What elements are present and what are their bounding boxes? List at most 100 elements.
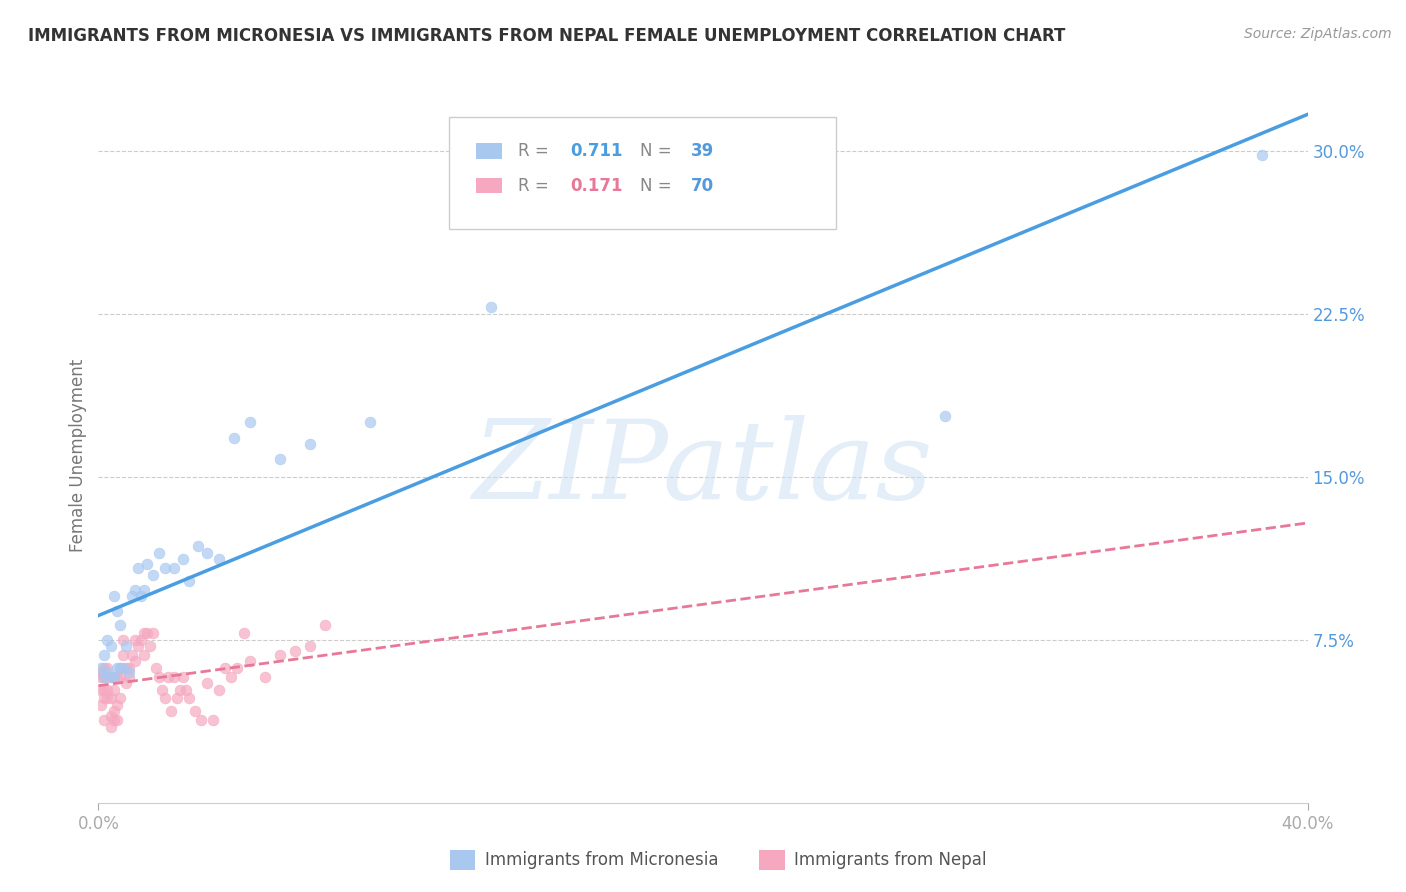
Point — [145, 661, 167, 675]
Point — [132, 582, 155, 597]
Point — [111, 632, 134, 647]
Point — [93, 682, 115, 697]
Point — [111, 661, 134, 675]
Point — [163, 670, 186, 684]
Point — [105, 670, 128, 684]
Point — [118, 661, 141, 675]
Text: 0.711: 0.711 — [569, 142, 623, 160]
Point — [299, 639, 322, 653]
Point — [139, 639, 162, 653]
Text: R =: R = — [517, 142, 554, 160]
Point — [314, 617, 336, 632]
Point — [934, 409, 956, 423]
Point — [108, 617, 131, 632]
Point — [142, 567, 165, 582]
Point — [108, 670, 131, 684]
Point — [93, 670, 115, 684]
FancyBboxPatch shape — [449, 118, 837, 229]
Point — [269, 452, 291, 467]
Point — [208, 552, 231, 566]
Point — [253, 670, 276, 684]
Point — [121, 589, 143, 603]
Point — [187, 539, 209, 553]
Point — [103, 670, 125, 684]
Point — [195, 676, 218, 690]
Point — [108, 661, 131, 675]
Point — [142, 626, 165, 640]
Point — [174, 682, 197, 697]
Point — [166, 691, 188, 706]
Point — [127, 561, 149, 575]
Point — [103, 713, 125, 727]
Text: Immigrants from Nepal: Immigrants from Nepal — [794, 851, 987, 869]
Point — [132, 648, 155, 662]
Point — [160, 705, 183, 719]
FancyBboxPatch shape — [475, 144, 502, 159]
Point — [93, 661, 115, 675]
Point — [108, 691, 131, 706]
Point — [100, 670, 122, 684]
Point — [114, 661, 136, 675]
Point — [96, 682, 118, 697]
Point — [239, 655, 262, 669]
Point — [96, 632, 118, 647]
Point — [129, 632, 152, 647]
Point — [100, 670, 122, 684]
Y-axis label: Female Unemployment: Female Unemployment — [69, 359, 87, 551]
Point — [93, 670, 115, 684]
Point — [108, 661, 131, 675]
Point — [135, 626, 157, 640]
Point — [93, 713, 115, 727]
Text: N =: N = — [640, 177, 678, 194]
Text: ZIPatlas: ZIPatlas — [472, 415, 934, 523]
Text: 39: 39 — [690, 142, 714, 160]
Point — [103, 682, 125, 697]
Point — [127, 639, 149, 653]
Point — [153, 691, 176, 706]
Point — [190, 713, 212, 727]
Point — [172, 552, 194, 566]
Point — [105, 605, 128, 619]
Point — [111, 648, 134, 662]
Point — [163, 561, 186, 575]
Point — [148, 670, 170, 684]
Point — [100, 708, 122, 723]
FancyBboxPatch shape — [475, 178, 502, 194]
Point — [103, 705, 125, 719]
Point — [105, 698, 128, 712]
Point — [284, 643, 307, 657]
Point — [179, 691, 201, 706]
Point — [118, 670, 141, 684]
Point — [96, 670, 118, 684]
Point — [184, 705, 207, 719]
Point — [124, 632, 146, 647]
Point — [96, 691, 118, 706]
Point — [124, 655, 146, 669]
Point — [100, 639, 122, 653]
Point — [93, 691, 115, 706]
Point — [214, 661, 236, 675]
Point — [360, 415, 382, 429]
Point — [1251, 148, 1274, 162]
Point — [100, 691, 122, 706]
Point — [103, 670, 125, 684]
Point — [221, 670, 243, 684]
Point — [202, 713, 225, 727]
Text: IMMIGRANTS FROM MICRONESIA VS IMMIGRANTS FROM NEPAL FEMALE UNEMPLOYMENT CORRELAT: IMMIGRANTS FROM MICRONESIA VS IMMIGRANTS… — [28, 27, 1066, 45]
Point — [153, 561, 176, 575]
Point — [114, 639, 136, 653]
Text: Immigrants from Micronesia: Immigrants from Micronesia — [485, 851, 718, 869]
Point — [169, 682, 191, 697]
Point — [135, 557, 157, 571]
Point — [232, 626, 254, 640]
Point — [239, 415, 262, 429]
Point — [105, 661, 128, 675]
Point — [90, 670, 112, 684]
Point — [100, 720, 122, 734]
Point — [93, 648, 115, 662]
Point — [105, 713, 128, 727]
Text: 0.171: 0.171 — [569, 177, 623, 194]
Point — [96, 665, 118, 680]
Point — [269, 648, 291, 662]
Point — [121, 648, 143, 662]
